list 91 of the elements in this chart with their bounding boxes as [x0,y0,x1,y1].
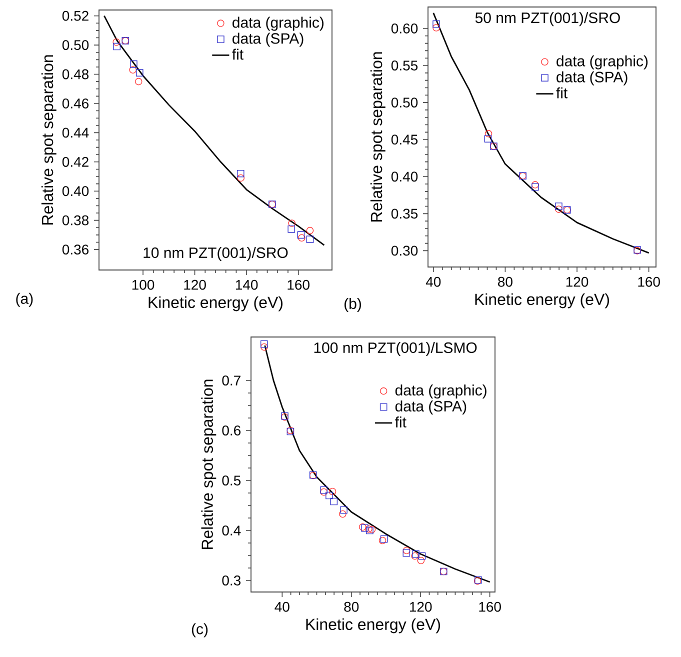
line-series [103,15,325,246]
point [113,42,121,50]
point [130,60,138,68]
x-axis-title: Kinetic energy (eV) [148,296,282,312]
x-tick-label: 160 [479,602,501,612]
x-tick-label: 120 [184,280,206,290]
point [340,506,348,514]
x-tick-label: 160 [638,276,660,287]
point [288,225,295,233]
y-tick-label: 0.50 [391,98,418,108]
point [288,220,296,227]
point [326,492,333,500]
line-series [432,12,650,254]
text: (c) [192,623,208,638]
x-tick-label: 140 [236,280,258,290]
text: (b) [344,298,361,312]
annotation: 50 nm PZT(001)/SRO [475,12,620,26]
x-tick-label: 160 [288,280,310,290]
point [136,69,144,76]
y-tick-label: 0.36 [62,244,89,255]
point [555,202,562,210]
legend-label: fit [395,416,406,428]
x-axis-title: Kinetic energy (eV) [475,293,609,308]
point [484,130,492,138]
point [402,549,410,557]
y-tick-label: 0.48 [62,69,89,80]
y-tick-label: 0.4 [222,526,241,536]
y-tick-label: 0.7 [222,376,240,386]
point [112,38,120,46]
x-tick-label: 80 [344,602,359,612]
point [328,488,336,496]
y-tick-label: 0.5 [222,476,241,486]
y-axis-title: Relative spot separation [41,55,56,225]
legend-label: data (SPA) [395,400,466,414]
point [402,546,410,554]
x-tick-label: 100 [132,280,154,290]
point [237,174,245,182]
point [555,206,562,213]
y-tick-label: 0.45 [391,134,418,145]
x-tick-label: 120 [566,276,588,287]
y-tick-label: 0.60 [391,24,418,34]
point [129,66,137,74]
point [297,231,305,239]
x-tick-label: 40 [426,276,441,287]
y-axis-title: Relative spot separation [370,52,386,222]
x-tick-label: 80 [498,276,512,287]
x-tick-label: 40 [274,602,290,612]
y-tick-label: 0.6 [222,426,241,436]
legend-label: data (graphic) [556,55,648,70]
point [339,510,346,518]
y-tick-label: 0.42 [62,156,88,167]
legend-label: fit [556,87,568,98]
y-axis-title: Relative spot separation [201,380,216,550]
y-tick-label: 0.46 [62,98,89,108]
point [484,135,492,142]
y-tick-label: 0.50 [62,40,89,50]
y-tick-label: 0.30 [391,246,418,256]
point [432,24,440,32]
point [532,183,539,191]
legend-label: data (graphic) [232,16,324,31]
point [298,234,306,242]
y-tick-label: 0.40 [62,186,89,196]
point [306,236,314,243]
point [358,523,366,531]
point [418,552,426,560]
x-axis-title: Kinetic energy (eV) [306,618,440,634]
y-tick-label: 0.35 [391,208,418,219]
y-tick-label: 0.55 [391,60,418,70]
legend-label: data (SPA) [232,32,304,47]
legend-label: data (SPA) [556,71,628,86]
point [236,170,244,178]
point [361,524,368,532]
annotation: 100 nm PZT(001)/LSMO [314,342,477,356]
text: (a) [16,292,33,307]
point [260,343,268,351]
y-tick-label: 0.40 [391,172,418,182]
point [330,498,338,506]
y-tick-label: 0.38 [62,215,89,226]
y-tick-label: 0.3 [222,576,241,586]
y-tick-label: 0.44 [62,128,89,138]
point [306,226,314,234]
legend-label: data (graphic) [395,384,486,399]
point [260,340,268,348]
legend-label: fit [232,48,244,60]
point [432,20,440,28]
annotation: 10 nm PZT(001)/SRO [144,247,288,261]
x-tick-label: 120 [410,602,432,612]
point [134,78,142,86]
point [417,556,425,564]
point [368,526,376,534]
y-tick-label: 0.52 [62,10,88,21]
